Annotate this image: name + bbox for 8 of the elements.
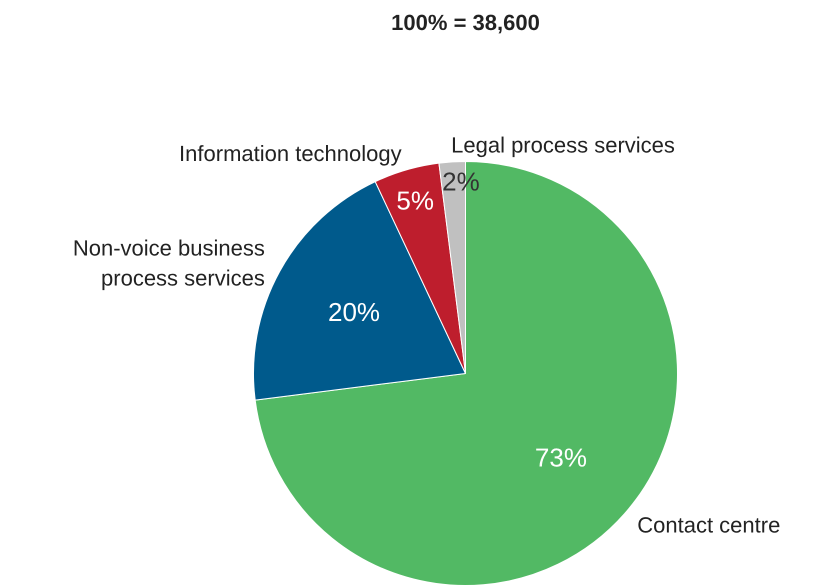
slice-label: Contact centre (637, 512, 780, 538)
data-label: 5% (396, 185, 434, 216)
slice-label: Legal process services (451, 132, 675, 158)
data-label: 20% (328, 297, 380, 328)
slice-label: Information technology (179, 141, 402, 166)
chart-title: 100% = 38,600 (391, 10, 540, 35)
data-label: 73% (534, 442, 587, 473)
slice-label: Non-voice business process services (72, 236, 265, 291)
